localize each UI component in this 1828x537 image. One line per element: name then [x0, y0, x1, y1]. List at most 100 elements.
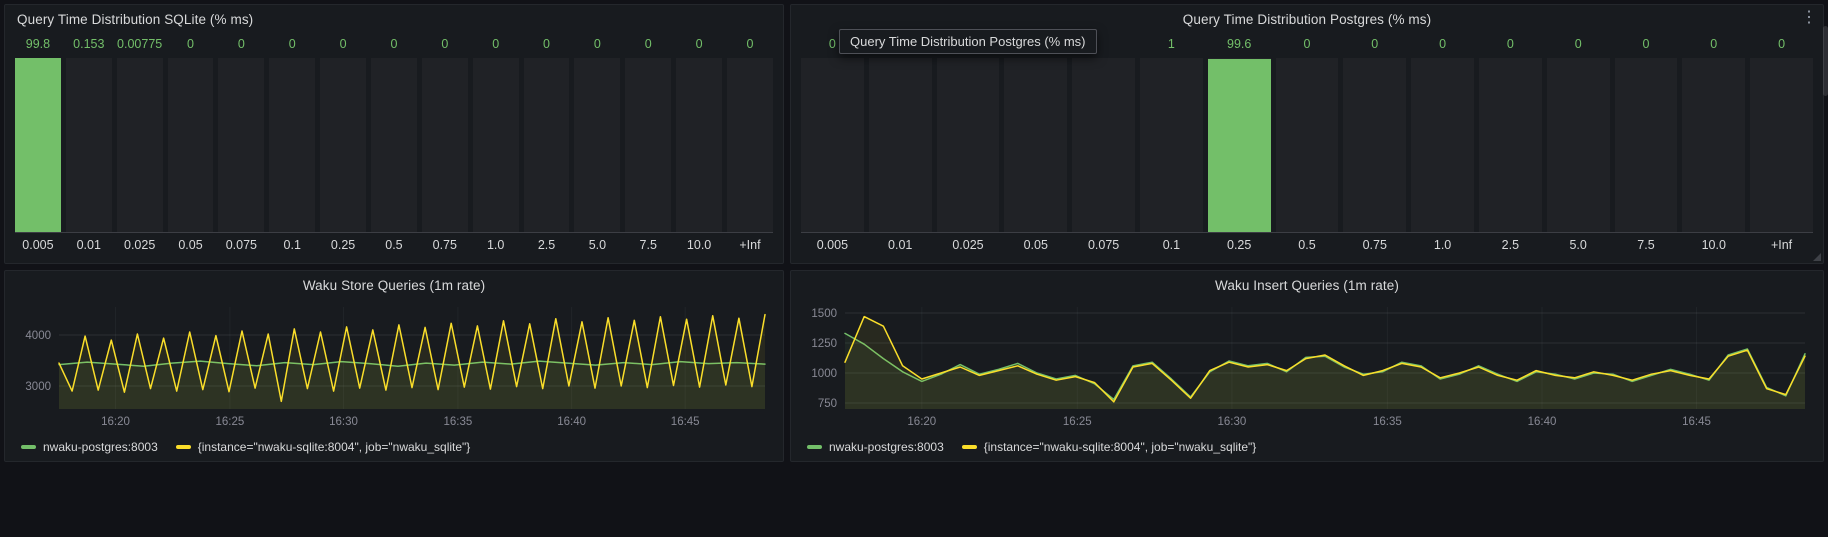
bar-value-label: 99.8 [25, 37, 51, 51]
histogram-bar[interactable] [1343, 58, 1407, 232]
bucket-label: 2.5 [537, 238, 556, 252]
bucket-label: 0.005 [22, 238, 54, 252]
bucket-label: 0.05 [1023, 238, 1048, 252]
legend-series-color [807, 445, 822, 449]
bucket-label: 0.5 [385, 238, 403, 252]
bucket-label: 0.1 [1162, 238, 1181, 252]
panel-title: Waku Store Queries (1m rate) [302, 277, 486, 293]
svg-text:16:40: 16:40 [1528, 416, 1557, 428]
svg-text:16:30: 16:30 [329, 416, 358, 428]
histogram-bar[interactable] [421, 58, 468, 232]
svg-text:16:25: 16:25 [216, 416, 245, 428]
legend-item[interactable]: nwaku-postgres:8003 [21, 440, 158, 454]
legend-series-color [21, 445, 36, 449]
bucket-label: 0.5 [1298, 238, 1316, 252]
bucket-label: 7.5 [639, 238, 657, 252]
panel-menu-icon[interactable]: ⋮ [1801, 9, 1817, 26]
panel-header[interactable]: Waku Store Queries (1m rate) [5, 271, 783, 299]
bucket-label: 0.025 [124, 238, 156, 252]
svg-text:16:35: 16:35 [444, 416, 473, 428]
histogram-bar[interactable] [269, 58, 316, 232]
bucket-label: 5.0 [1569, 238, 1587, 252]
timeseries-plot-area[interactable]: 3000 4000 16:20 16:25 16:30 16:35 16:40 16:45 [5, 299, 783, 433]
svg-text:16:20: 16:20 [907, 416, 936, 428]
histogram-bar[interactable] [1614, 58, 1678, 232]
svg-text:1500: 1500 [811, 308, 837, 320]
histogram-bar[interactable] [1750, 58, 1813, 232]
panel-header[interactable]: Waku Insert Queries (1m rate) [791, 271, 1823, 299]
bar-value-label: 99.6 [1227, 37, 1252, 51]
bar-value-label: 0 [644, 37, 652, 51]
timeseries-plot-area[interactable]: 750 1000 1250 1500 16:20 16:25 16:30 16:35 16:40… [791, 299, 1823, 433]
histogram-bar[interactable] [218, 58, 265, 232]
histogram-bar[interactable] [1072, 58, 1135, 232]
svg-text:16:35: 16:35 [1373, 416, 1402, 428]
histogram-bar[interactable] [320, 58, 367, 232]
bar-value-label: 0 [543, 37, 550, 51]
bar-value-label: 0.153 [73, 37, 105, 51]
histogram-bar[interactable] [371, 58, 417, 232]
panel-title: Query Time Distribution SQLite (% ms) [17, 11, 254, 27]
bucket-label: 1.0 [486, 238, 505, 252]
histogram-bar[interactable] [1411, 58, 1474, 232]
panel-header[interactable]: Query Time Distribution Postgres (% ms) … [791, 5, 1823, 33]
histogram-bar[interactable] [1546, 58, 1610, 232]
bar-value-label: 0 [492, 37, 500, 51]
chart-legend: nwaku-postgres:8003 {instance="nwaku-sqli… [5, 433, 783, 461]
bucket-label: +Inf [739, 238, 761, 252]
histogram-bar[interactable] [1478, 58, 1542, 232]
histogram-bar-fill [15, 58, 61, 232]
scrollbar-thumb[interactable] [1823, 26, 1828, 96]
bucket-label: 0.075 [1087, 238, 1120, 252]
histogram-sqlite: 99.8 0.153 0.00775 0 0 0 0 0 0 0 0 0 0 0 0 0.005 0.01 0.… [5, 33, 783, 263]
legend-item[interactable]: {instance="nwaku-sqlite:8004", job="nwak… [175, 440, 470, 454]
histogram-bar[interactable] [1139, 58, 1203, 232]
panel-title: Query Time Distribution Postgres (% ms) [1182, 11, 1432, 27]
histogram-bar[interactable] [523, 58, 570, 232]
histogram-bar[interactable] [801, 58, 864, 232]
scrollbar[interactable] [1823, 0, 1828, 537]
legend-item[interactable]: nwaku-postgres:8003 [807, 440, 944, 454]
bucket-label: 1.0 [1433, 238, 1452, 252]
panel-header[interactable]: Query Time Distribution SQLite (% ms) [5, 5, 783, 33]
histogram-bar[interactable] [167, 58, 214, 232]
histogram-bar[interactable] [676, 58, 723, 232]
svg-text:16:45: 16:45 [671, 416, 700, 428]
bucket-label: +Inf [1770, 238, 1793, 252]
bucket-label: 0.075 [225, 238, 257, 252]
histogram-bar[interactable] [574, 58, 621, 232]
histogram-bars-row [801, 58, 1813, 232]
bucket-label: 0.25 [330, 238, 356, 252]
svg-text:16:25: 16:25 [1063, 416, 1092, 428]
histogram-postgres: 0 1 99.6 0 0 0 0 0 0 0 0 0.005 0.01 0.025 0.05 0.075 0.… [791, 33, 1823, 263]
histogram-bar[interactable] [625, 58, 672, 232]
bucket-label: 10.0 [686, 238, 712, 252]
histogram-bar[interactable] [15, 58, 61, 232]
histogram-bar[interactable] [727, 58, 773, 232]
histogram-bar[interactable] [116, 58, 163, 232]
histogram-bar[interactable] [65, 58, 112, 232]
histogram-bar[interactable] [1207, 58, 1271, 232]
bar-value-label: 0 [695, 37, 703, 51]
histogram-bar[interactable] [936, 58, 1000, 232]
bar-value-label: 0 [746, 37, 754, 51]
insert-queries-chart[interactable]: 750 1000 1250 1500 16:20 16:25 16:30 16:35 16:40… [799, 301, 1815, 433]
legend-series-color [175, 445, 191, 449]
bucket-label: 0.75 [432, 238, 457, 252]
panel-resize-handle[interactable] [1813, 253, 1821, 261]
store-queries-chart[interactable]: 3000 4000 16:20 16:25 16:30 16:35 16:40 16:45 [13, 301, 775, 433]
histogram-bar[interactable] [1682, 58, 1746, 232]
histogram-bar[interactable] [868, 58, 932, 232]
histogram-bar[interactable] [472, 58, 519, 232]
bar-value-label: 0 [1710, 37, 1718, 51]
bar-value-label: 0 [828, 37, 836, 51]
histogram-bar[interactable] [1275, 58, 1339, 232]
legend-item[interactable]: {instance="nwaku-sqlite:8004", job="nwak… [961, 440, 1256, 454]
bucket-label: 0.01 [76, 238, 101, 252]
histogram-bar[interactable] [1004, 58, 1068, 232]
bucket-label: 0.05 [178, 238, 203, 252]
bar-value-label: 0 [1303, 37, 1311, 51]
bar-value-label: 0 [1506, 37, 1514, 51]
bar-value-label: 0 [339, 37, 347, 51]
bucket-label: 0.75 [1362, 238, 1387, 252]
